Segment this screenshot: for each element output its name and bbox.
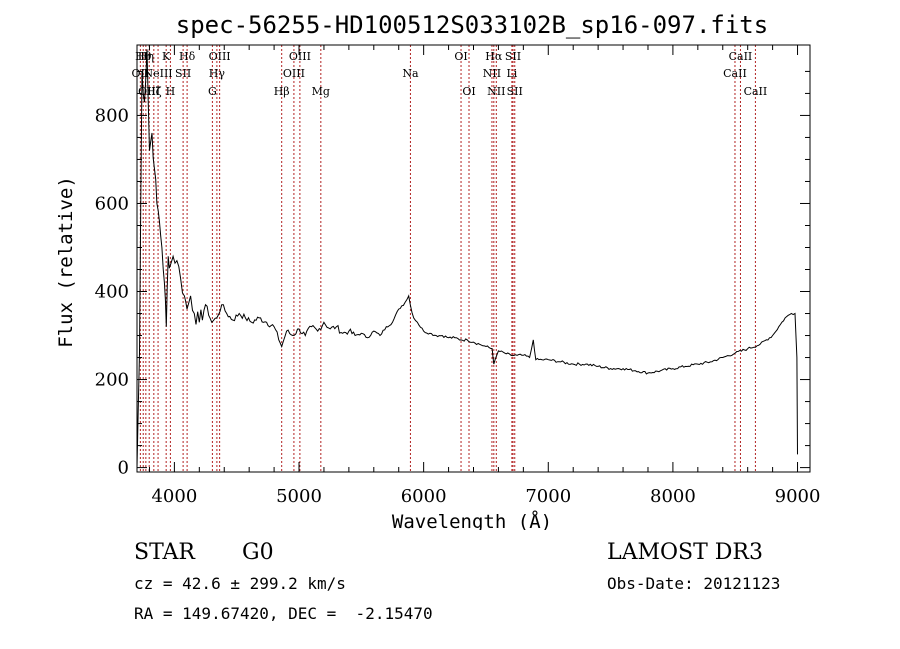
line-marker-label-12: OIII <box>209 50 231 63</box>
line-marker-label-22: NII <box>487 85 505 98</box>
y-tick-label-3: 600 <box>95 193 129 214</box>
line-marker-label-19: OI <box>462 85 475 98</box>
x-axis-ticks: 4000 5000 6000 7000 8000 9000 <box>148 45 821 507</box>
object-class: STAR <box>134 540 195 565</box>
survey-name: LAMOST DR3 <box>607 540 763 565</box>
x-tick-label-0: 4000 <box>151 486 197 507</box>
y-tick-label-4: 800 <box>95 105 129 126</box>
line-marker-label-6: K <box>162 50 171 63</box>
line-marker-label-17: Na <box>402 67 419 80</box>
line-marker-label-26: CaII <box>723 67 747 80</box>
line-marker-label-18: OI <box>454 50 467 63</box>
redshift-cz: cz = 42.6 ± 299.2 km/s <box>134 574 346 593</box>
spectrum-line <box>136 49 798 468</box>
x-tick-label-2: 6000 <box>401 486 447 507</box>
line-marker-label-0: OII <box>132 67 150 80</box>
y-axis-ticks: 0 200 400 600 800 <box>95 70 810 479</box>
line-markers <box>139 45 756 472</box>
line-marker-label-20: NII <box>483 67 501 80</box>
line-marker-label-13: Hβ <box>274 85 290 98</box>
plot-frame <box>136 44 811 473</box>
line-marker-label-10: G <box>208 85 217 98</box>
line-marker-label-15: OIII <box>289 50 311 63</box>
line-marker-label-9: Hδ <box>179 50 196 63</box>
line-marker-label-21: Hα <box>485 50 503 63</box>
y-tick-label-0: 0 <box>118 458 129 479</box>
y-tick-label-1: 200 <box>95 370 129 391</box>
spectrum-chart: spec-56255-HD100512S033102B_sp16-097.fit… <box>55 11 821 530</box>
y-axis-label: Flux (relative) <box>55 176 77 348</box>
chart-title: spec-56255-HD100512S033102B_sp16-097.fit… <box>176 11 768 39</box>
coordinates: RA = 149.67420, DEC = -2.15470 <box>134 604 433 623</box>
line-marker-label-24: SII <box>505 50 521 63</box>
line-marker-label-14: OIII <box>283 67 305 80</box>
line-marker-label-2: Hη <box>138 50 154 63</box>
line-marker-label-25: SII <box>507 85 523 98</box>
x-tick-label-4: 8000 <box>650 486 696 507</box>
x-axis-label: Wavelength (Å) <box>392 510 552 530</box>
line-marker-label-7: H <box>166 85 176 98</box>
line-marker-label-27: CaII <box>729 50 753 63</box>
line-marker-label-4: Hζ <box>146 85 162 98</box>
line-marker-labels: OIIHθHηOIIIHζNeIIIKHSIIHδGHγOIIIHβOIIIOI… <box>132 50 768 98</box>
line-marker-label-5: NeIII <box>143 67 172 80</box>
line-marker-label-16: Mg <box>312 85 330 98</box>
line-marker-label-8: SII <box>175 67 191 80</box>
line-marker-label-28: CaII <box>744 85 768 98</box>
x-tick-label-1: 5000 <box>276 486 322 507</box>
object-subclass: G0 <box>242 540 274 565</box>
y-tick-label-2: 400 <box>95 282 129 303</box>
line-marker-label-11: Hγ <box>209 67 226 80</box>
line-marker-label-23: Li <box>506 67 517 80</box>
x-tick-label-3: 7000 <box>525 486 571 507</box>
observation-date: Obs-Date: 20121123 <box>607 574 781 593</box>
x-tick-label-5: 9000 <box>775 486 821 507</box>
